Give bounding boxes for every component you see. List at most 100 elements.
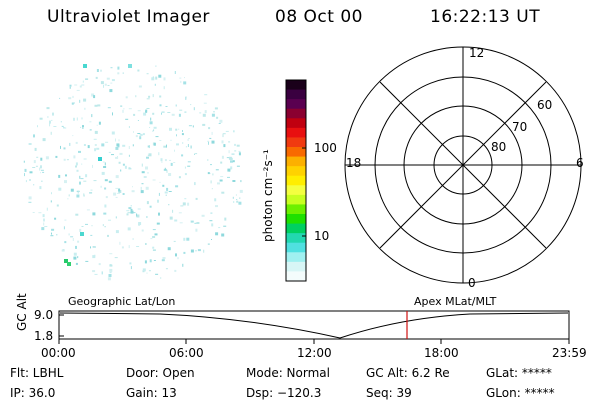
uv-pixel <box>109 268 113 272</box>
uv-pixel <box>123 108 125 110</box>
uv-pixel <box>165 194 167 196</box>
uv-pixel <box>98 121 101 125</box>
uv-pixel <box>74 84 78 86</box>
instrument-title: Ultraviolet Imager <box>47 7 210 27</box>
uv-pixel <box>161 111 165 113</box>
uv-pixel <box>32 212 35 213</box>
uv-pixel <box>40 157 43 161</box>
uv-pixel <box>186 237 190 241</box>
uv-pixel <box>152 246 155 249</box>
uv-pixel <box>122 193 125 195</box>
uv-pixel <box>208 141 209 145</box>
uv-pixel <box>122 144 126 147</box>
status-glat: GLat: ***** <box>486 366 552 380</box>
orbit-altitude-curve <box>59 312 569 339</box>
uv-pixel <box>145 243 147 245</box>
colorbar-band <box>286 118 306 129</box>
uv-pixel <box>75 262 78 265</box>
uv-pixel <box>135 95 137 98</box>
uv-pixel <box>146 98 150 100</box>
status-ip: IP: 36.0 <box>10 386 56 400</box>
uv-pixel <box>136 213 138 217</box>
uv-pixel <box>79 228 82 232</box>
uv-pixel <box>76 89 80 91</box>
uv-pixel <box>69 142 71 146</box>
uv-pixel <box>149 121 153 125</box>
uv-pixel <box>174 71 176 74</box>
uv-pixel <box>117 72 120 75</box>
mlt-label-6: 6 <box>576 156 584 170</box>
uv-pixel <box>138 222 142 225</box>
uv-pixel <box>132 144 134 147</box>
uv-pixel <box>145 109 148 113</box>
colorbar-band <box>286 127 306 138</box>
uv-pixel <box>108 274 112 277</box>
uv-pixel <box>109 272 112 274</box>
uv-pixel <box>94 130 98 134</box>
uv-pixel <box>211 188 213 190</box>
uv-pixel <box>158 74 162 78</box>
uv-pixel <box>129 262 132 265</box>
uv-pixel <box>210 164 212 166</box>
uv-pixel <box>104 179 108 182</box>
uv-pixel <box>130 205 132 207</box>
uv-pixel <box>46 107 50 110</box>
uv-pixel <box>165 268 168 270</box>
uv-pixel <box>141 171 145 174</box>
uv-pixel <box>108 180 112 183</box>
uv-pixel <box>69 86 71 89</box>
uv-pixel <box>137 110 141 112</box>
uv-pixel <box>219 119 223 123</box>
uv-pixel <box>179 222 183 224</box>
colorbar-band <box>286 214 306 225</box>
uv-pixel <box>109 253 113 255</box>
uv-pixel <box>168 191 172 192</box>
uv-pixel <box>210 180 212 184</box>
uv-pixel <box>51 192 52 195</box>
uv-pixel <box>233 130 235 133</box>
uv-pixel <box>159 104 162 107</box>
uv-pixel <box>174 269 177 272</box>
uv-pixel <box>140 186 142 190</box>
colorbar-band <box>286 166 306 177</box>
uv-pixel <box>102 224 104 227</box>
uv-pixel <box>128 108 132 110</box>
polar-diagonal-2 <box>379 81 547 249</box>
uv-pixel <box>62 249 65 251</box>
uv-pixel <box>46 207 48 211</box>
uv-pixel <box>28 201 32 203</box>
uv-pixel <box>72 95 74 98</box>
uv-pixel <box>201 214 205 217</box>
uv-pixel <box>184 77 185 79</box>
uv-pixel <box>145 186 149 190</box>
uv-pixel <box>163 145 167 148</box>
colorbar-band <box>286 89 306 100</box>
uv-pixel <box>212 173 214 176</box>
uv-pixel <box>152 229 156 231</box>
uv-pixel <box>96 124 98 126</box>
uv-pixel <box>132 238 134 240</box>
uv-pixel <box>108 219 111 221</box>
status-door: Door: Open <box>126 366 195 380</box>
uv-bright-pixel <box>98 157 102 161</box>
uv-pixel <box>149 205 152 208</box>
uv-pixel <box>65 174 67 177</box>
uv-pixel <box>164 159 167 162</box>
uv-pixel <box>203 249 205 253</box>
uv-pixel <box>94 144 97 146</box>
uv-pixel <box>126 210 130 212</box>
uv-pixel <box>76 169 79 172</box>
uv-pixel <box>40 172 41 174</box>
uv-pixel <box>107 107 111 109</box>
uv-pixel <box>51 232 52 235</box>
uv-pixel <box>85 174 88 178</box>
uv-pixel <box>128 168 132 170</box>
uv-pixel <box>154 233 158 236</box>
status-gain: Gain: 13 <box>126 386 177 400</box>
uv-pixel <box>43 218 45 222</box>
uv-pixel <box>194 182 196 186</box>
uv-pixel <box>152 179 156 181</box>
uv-pixel <box>106 77 110 80</box>
uv-pixel <box>180 80 182 83</box>
uv-pixel <box>49 120 51 124</box>
